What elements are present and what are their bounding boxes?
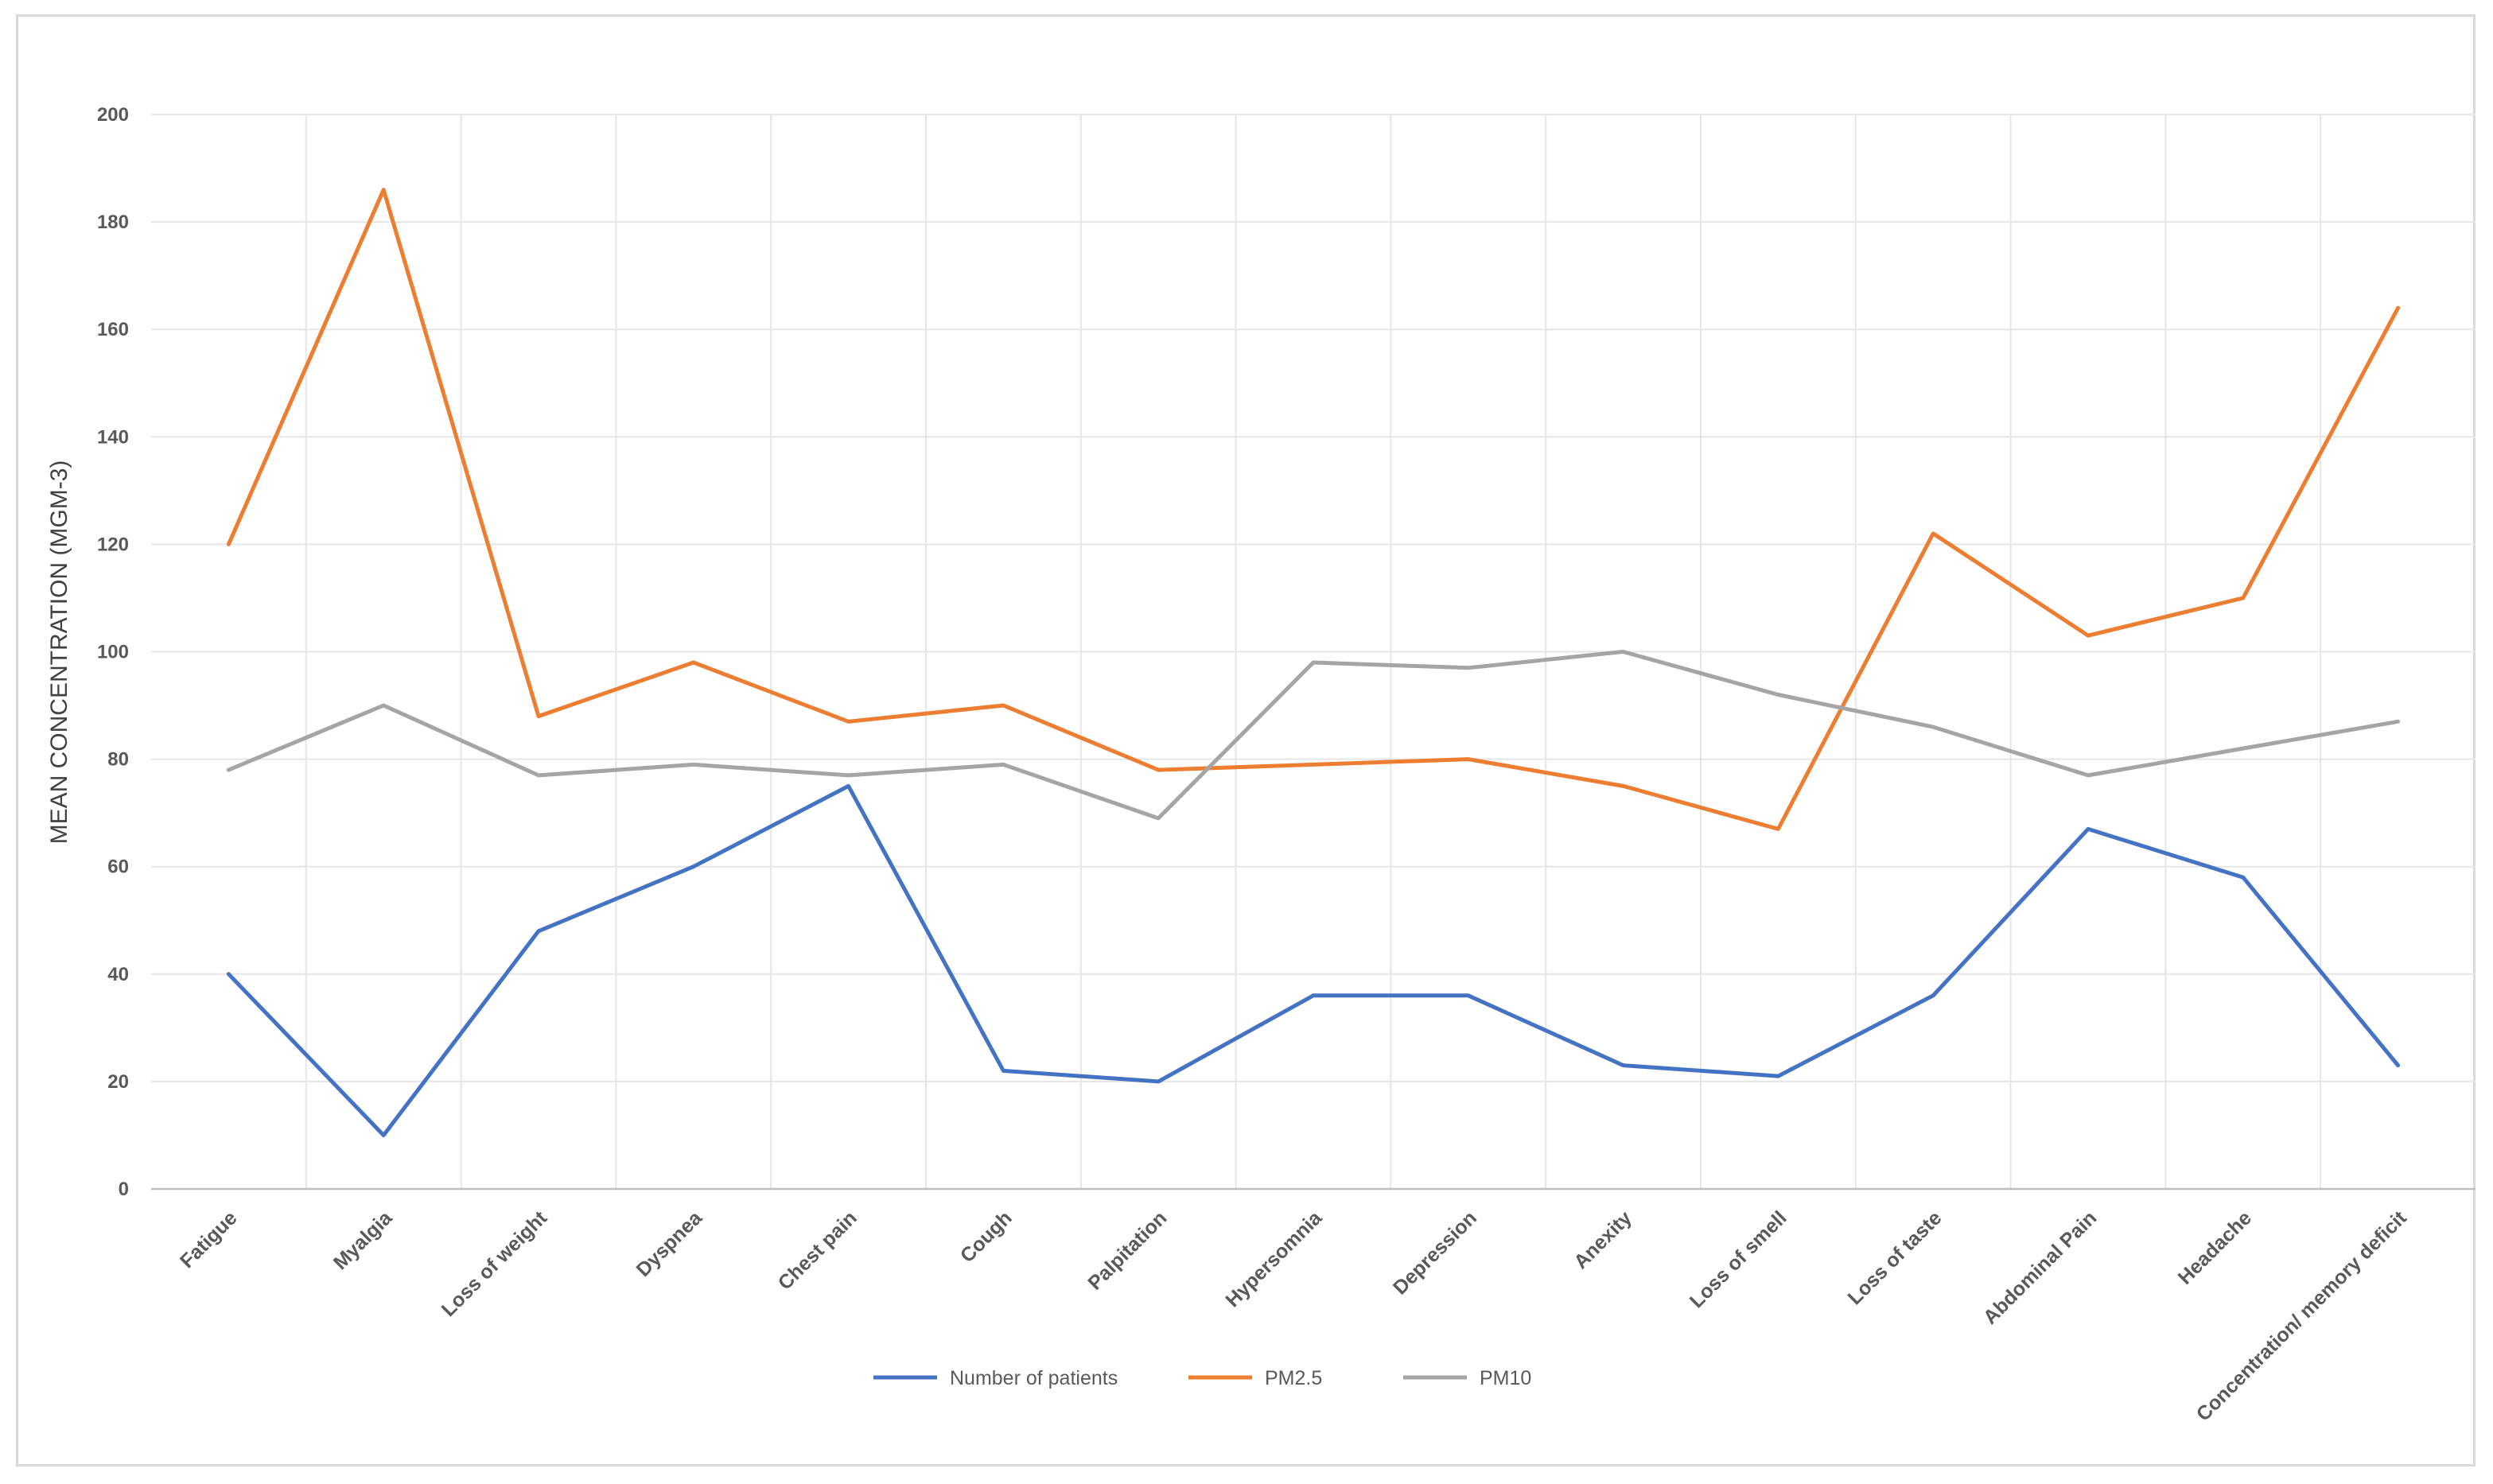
y-tick-label: 120 <box>97 534 129 555</box>
series-line-2 <box>226 650 2401 821</box>
legend-label-2: PM10 <box>1480 1367 1531 1389</box>
x-tick-label: Depression <box>1389 1206 1481 1299</box>
series-line-0 <box>226 783 2401 1137</box>
x-tick-label: Abdominal Pain <box>1979 1206 2101 1328</box>
y-tick-label: 60 <box>107 857 129 878</box>
chart-frame <box>16 14 2475 1467</box>
y-axis-title: MEAN CONCENTRATION (MGM-3) <box>46 460 72 845</box>
series-line-1 <box>226 188 2401 831</box>
series-lines <box>226 188 2401 1137</box>
x-tick-label: Loss of taste <box>1844 1206 1947 1309</box>
legend-label-0: Number of patients <box>950 1367 1118 1389</box>
y-tick-labels: 0 20 40 60 80 100 120 140 160 180 200 <box>97 104 129 1200</box>
legend: Number of patients PM2.5 PM10 <box>873 1367 1531 1389</box>
x-tick-label: Loss of smell <box>1686 1206 1791 1312</box>
x-tick-label: Loss of weight <box>438 1206 552 1321</box>
x-tick-label: Headache <box>2174 1206 2256 1288</box>
y-tick-label: 140 <box>97 426 129 448</box>
y-tick-label: 200 <box>97 104 129 126</box>
y-tick-label: 100 <box>97 642 129 663</box>
legend-label-1: PM2.5 <box>1265 1367 1322 1389</box>
x-tick-label: Palpitation <box>1083 1206 1171 1294</box>
y-tick-label: 160 <box>97 319 129 340</box>
y-tick-label: 40 <box>107 964 129 985</box>
x-tick-label: Chest pain <box>774 1206 861 1294</box>
y-tick-label: 20 <box>107 1071 129 1093</box>
x-tick-label: Myalgia <box>329 1206 397 1274</box>
x-tick-labels: Fatigue Myalgia Loss of weight Dyspnea Chest… <box>176 1206 2411 1426</box>
y-tick-label: 0 <box>119 1179 129 1200</box>
x-tick-label: Anexity <box>1569 1206 1636 1273</box>
x-tick-label: Dyspnea <box>632 1206 707 1281</box>
gridlines <box>151 114 2475 1189</box>
x-tick-label: Fatigue <box>176 1206 242 1272</box>
x-tick-label: Hypersomnia <box>1221 1206 1327 1312</box>
y-tick-label: 80 <box>107 749 129 771</box>
y-tick-label: 180 <box>97 212 129 233</box>
x-tick-label: Cough <box>956 1206 1017 1267</box>
